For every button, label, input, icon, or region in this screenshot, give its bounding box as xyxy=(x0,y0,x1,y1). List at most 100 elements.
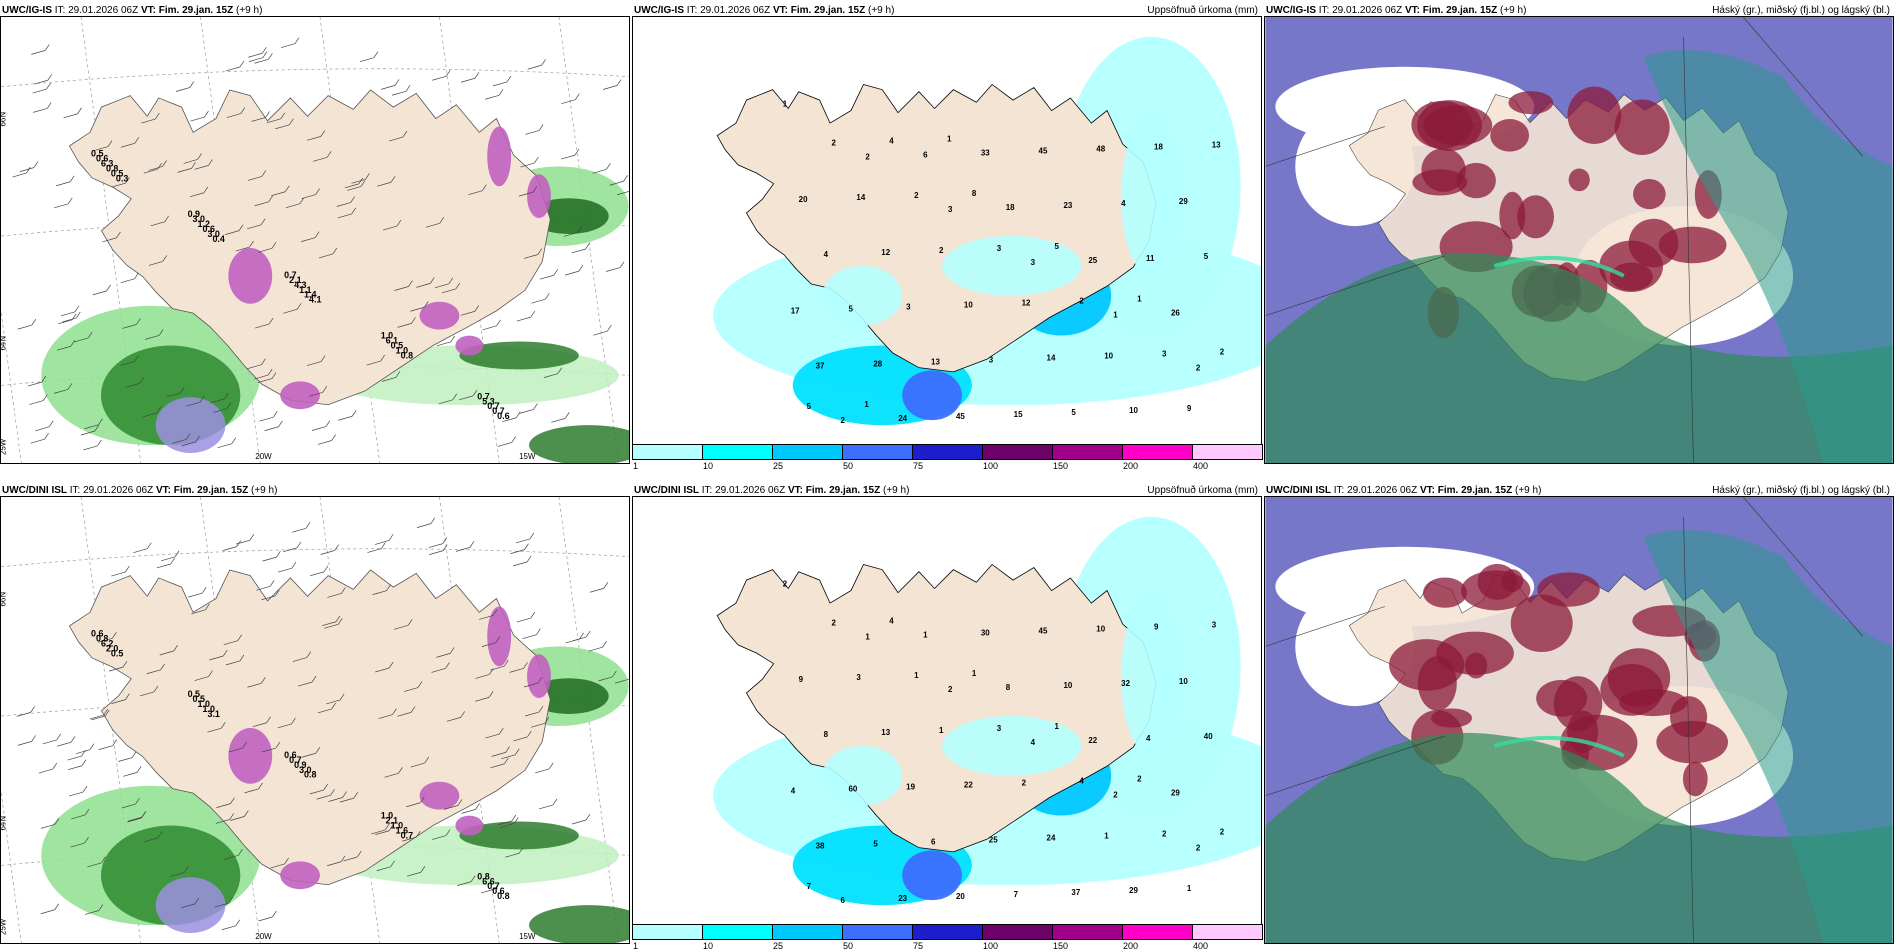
precip-value-label: 22 xyxy=(1088,736,1097,745)
rain-value-label: 1.4 xyxy=(304,290,316,300)
precip-value-label: 4 xyxy=(791,787,796,796)
rain-value-label: 1.0 xyxy=(381,331,393,341)
wind-barb xyxy=(530,717,550,728)
precip-value-label: 6 xyxy=(931,837,936,846)
precip-value-label: 5 xyxy=(807,402,812,411)
wind-barb xyxy=(366,354,385,366)
map-frame[interactable]: 1 2 3 3 1 2 2 6 18 25 26 37 24 33 23 11 17 28 45 45 4 5 5 13 15 4… xyxy=(632,16,1262,446)
wind-barb xyxy=(247,218,266,230)
precip-value-label: 7 xyxy=(1014,890,1019,899)
wind-barb xyxy=(248,51,268,62)
panel-title: UWC/DINI ISL IT: 29.01.2026 06Z VT: Fim.… xyxy=(1266,485,1542,496)
precip-value-label: 25 xyxy=(989,835,998,844)
wind-barb xyxy=(56,736,76,747)
precip-value-label: 3 xyxy=(1031,258,1036,267)
precip-value-label: 48 xyxy=(1096,144,1105,153)
wind-barb xyxy=(277,717,296,729)
map-frame[interactable]: 0.6 0.5 0.6 1.0 0.8 0.8 0.5 0.7 2.1 6.6 6.2 1.0 0.9 1… xyxy=(0,496,630,944)
wind-barb xyxy=(159,644,178,656)
mid-cloud-patch xyxy=(1633,179,1666,210)
wind-barb xyxy=(111,176,130,188)
wind-barb xyxy=(593,325,612,336)
fir-boundary xyxy=(1683,516,1694,943)
wind-barb xyxy=(571,242,590,254)
precip-value-label: 4 xyxy=(1031,738,1036,747)
wind-barb xyxy=(371,823,390,835)
wind-barb xyxy=(446,711,466,722)
rain-value-label: 0.5 xyxy=(91,148,103,158)
wind-barb xyxy=(327,587,346,598)
cloud-edge xyxy=(1493,255,1625,278)
map-frame[interactable]: 2 1 2 4 2 2 6 1 8 22 29 38 23 30 10 4 4 5 20 45 32 40 60 6 7 10 10… xyxy=(632,496,1262,926)
wind-barb xyxy=(527,59,546,70)
rain-value-label: 0.7 xyxy=(487,881,499,891)
wind-barb xyxy=(410,301,429,312)
wind-barb xyxy=(120,272,139,284)
rain-value-label: 1.0 xyxy=(396,345,408,355)
map-frame[interactable] xyxy=(1264,496,1894,944)
wind-barb xyxy=(145,329,164,340)
high-cloud-layer xyxy=(1265,252,1893,463)
wind-barb xyxy=(324,618,343,629)
colorbar-swatch xyxy=(702,924,773,940)
rain-value-label: 3.1 xyxy=(207,709,219,719)
panel-title: UWC/DINI ISL IT: 29.01.2026 06Z VT: Fim.… xyxy=(2,485,278,496)
wind-barb xyxy=(485,89,504,100)
wind-barb xyxy=(282,541,302,553)
map-frame[interactable]: 0.5 0.9 0.7 1.0 0.7 0.6 3.0 2.1 6.1 5.3 6.3 1.2 4.3 0… xyxy=(0,16,630,464)
panel-subtitle: Uppsöfnuð úrkoma (mm) xyxy=(1147,485,1258,496)
wind-barb xyxy=(432,70,451,81)
wind-barb xyxy=(271,185,290,197)
wind-precip-map-top: 0.50.90.71.00.70.63.02.16.15.36.31.24.30… xyxy=(1,17,629,463)
wind-barb xyxy=(482,319,501,331)
panel-subtitle: Uppsöfnuð úrkoma (mm) xyxy=(1147,5,1258,16)
wind-barb xyxy=(406,866,426,877)
wind-barb xyxy=(60,305,80,317)
longitude-label: 15W xyxy=(519,452,536,461)
mid-cloud-patch xyxy=(1567,86,1622,144)
precip-value-label: 3 xyxy=(856,673,861,682)
longitude-label: 20W xyxy=(255,452,272,461)
rain-value-label: 2.1 xyxy=(386,816,398,826)
precip-value-label: 2 xyxy=(1022,779,1027,788)
wind-barb xyxy=(141,112,160,124)
wind-barb xyxy=(87,856,106,868)
wind-barb xyxy=(224,849,243,860)
precip-value-label: 5 xyxy=(1204,252,1209,261)
precip-value-label: 37 xyxy=(816,361,825,370)
wind-barb xyxy=(391,85,411,96)
precip-value-label: 1 xyxy=(972,669,977,678)
colorbar-swatch xyxy=(842,924,913,940)
precip-band xyxy=(822,745,903,806)
wind-barb xyxy=(256,580,275,591)
wind-barb xyxy=(217,437,237,448)
latitude-label: 25W xyxy=(1,438,7,455)
wind-barb xyxy=(518,185,538,197)
colorbar-tick-label: 75 xyxy=(913,941,924,951)
precip-value-label: 29 xyxy=(1171,789,1180,798)
wind-barb xyxy=(475,691,494,702)
wind-barb xyxy=(254,195,273,207)
wind-barb xyxy=(247,358,266,370)
colorbar-swatch xyxy=(1122,924,1193,940)
precip-value-label: 5 xyxy=(1054,242,1059,251)
precip-value-label: 1 xyxy=(1054,722,1059,731)
precip-value-label: 4 xyxy=(824,250,829,259)
wind-barb xyxy=(326,855,346,867)
wind-barb xyxy=(337,207,356,219)
wind-barb xyxy=(551,412,570,423)
rain-value-label: 6.6 xyxy=(482,876,494,886)
wind-barb xyxy=(223,634,242,646)
rain-value-label: 3.0 xyxy=(299,765,311,775)
rain-value-label: 0.6 xyxy=(203,224,215,234)
wind-barb xyxy=(516,611,536,623)
wind-barb xyxy=(317,702,336,714)
map-frame[interactable] xyxy=(1264,16,1894,464)
colorbar-tick-label: 50 xyxy=(843,461,854,471)
wind-barb xyxy=(531,293,550,304)
wind-barb xyxy=(228,741,248,753)
wind-barb xyxy=(235,533,255,545)
precip-value-label: 13 xyxy=(881,728,890,737)
wind-barb xyxy=(183,153,202,164)
precip-value-label: 3 xyxy=(989,355,994,364)
